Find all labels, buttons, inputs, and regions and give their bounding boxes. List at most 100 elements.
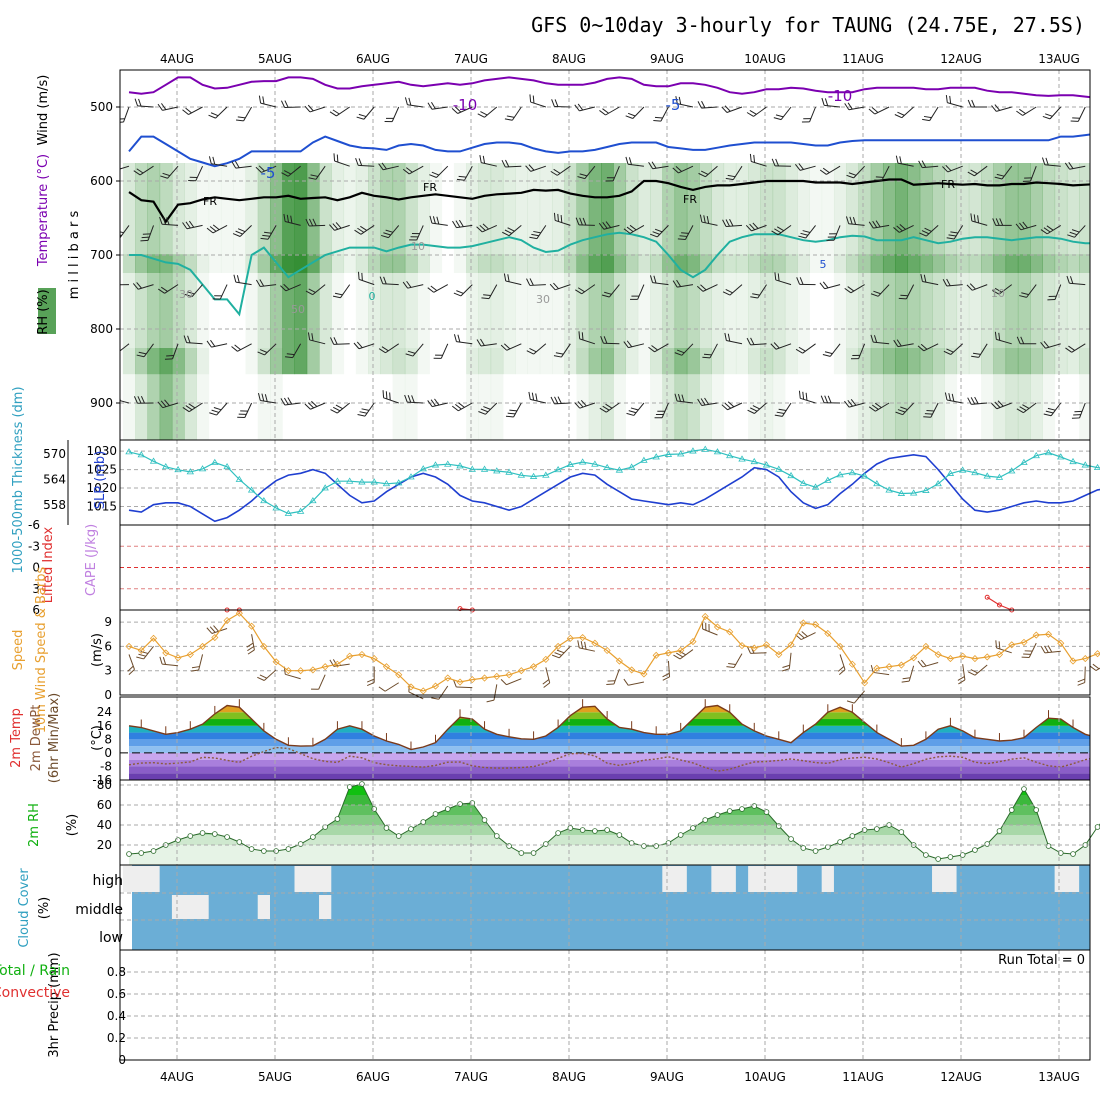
wind-barb	[967, 396, 988, 405]
slp-tick-label: 1030	[86, 444, 117, 458]
rh-cell	[257, 348, 271, 440]
rh-cell	[319, 163, 332, 273]
rh-cell	[784, 163, 798, 273]
barb-flag	[1067, 234, 1075, 238]
rh-cell	[392, 163, 406, 273]
barb-flag	[263, 231, 272, 234]
barb-flag	[549, 283, 556, 291]
rh-cell	[748, 348, 761, 440]
barb-flag	[957, 676, 965, 681]
barb-flag	[852, 217, 857, 225]
thickness-point	[1093, 463, 1100, 471]
thickness-point	[701, 445, 709, 452]
wind-barb	[821, 97, 841, 108]
barb-flag	[304, 403, 311, 410]
barb-flag	[942, 166, 949, 173]
barb-flag	[870, 334, 874, 343]
rh-cell	[184, 254, 197, 375]
barb-flag	[357, 414, 366, 417]
barb-staff	[1001, 165, 1013, 180]
barb-flag	[580, 641, 584, 649]
wind-barb	[625, 156, 644, 167]
barb-staff	[901, 106, 914, 119]
rh-cell	[637, 163, 651, 273]
barb-flag	[672, 167, 679, 174]
wind-speed-point	[456, 678, 464, 686]
barb-flag	[185, 221, 191, 229]
precip-tick-label: 0.2	[107, 1031, 126, 1045]
thickness-point	[824, 476, 832, 483]
barb-flag	[1091, 394, 1095, 401]
wind-barb	[188, 165, 204, 182]
barb-staff	[440, 343, 449, 359]
barb-flag	[721, 106, 728, 113]
barb-flag	[358, 113, 367, 118]
barb-staff	[584, 165, 596, 179]
barb-flag	[188, 179, 196, 182]
wind-barb	[237, 402, 253, 419]
barb-staff	[848, 106, 865, 111]
barb-flag	[529, 236, 537, 240]
barb-flag	[556, 649, 565, 654]
barb-staff	[120, 225, 130, 239]
barb-flag	[378, 163, 384, 171]
barb-flag	[431, 171, 440, 176]
barb-staff	[284, 106, 301, 109]
rh-cell	[981, 254, 994, 375]
barb-flag	[481, 297, 490, 300]
barb-flag	[1047, 645, 1053, 653]
barb-flag	[575, 289, 583, 295]
wind-tick-label: 3	[104, 664, 112, 678]
rh-cell	[147, 254, 161, 375]
wind-barb	[381, 225, 400, 239]
rh-cell	[269, 163, 283, 273]
barb-flag	[557, 396, 562, 404]
barb-staff	[309, 224, 326, 227]
barb-staff	[120, 343, 130, 355]
barb-flag	[209, 626, 216, 633]
wind-barb	[575, 217, 595, 226]
thickness-point	[738, 455, 746, 462]
contour-label: FR	[683, 193, 697, 206]
barb-staff	[284, 402, 301, 406]
wind-barb	[182, 220, 203, 230]
barb-flag	[529, 94, 532, 103]
barb-flag	[191, 669, 199, 672]
barb-staff	[264, 343, 277, 356]
wind-speed-point	[824, 629, 832, 638]
temp-contour-lowlevel	[364, 439, 452, 440]
wind-barb	[255, 279, 277, 288]
barb-flag	[898, 297, 907, 300]
wind-barb	[750, 284, 767, 299]
barb-flag	[353, 342, 360, 350]
barb-flag	[973, 214, 976, 223]
contour-label: 5	[820, 258, 827, 271]
rh-cell	[772, 348, 786, 440]
barb-flag	[213, 625, 219, 632]
barb-flag	[578, 331, 581, 339]
wind-speed-point	[995, 650, 1004, 659]
wind-barb	[577, 640, 595, 652]
barb-flag	[378, 348, 386, 354]
wind-barb	[505, 402, 522, 418]
thickness-point	[211, 458, 219, 465]
barb-staff	[456, 686, 473, 689]
barb-staff	[235, 281, 252, 286]
barb-staff	[853, 165, 865, 179]
wind-barb	[672, 279, 694, 288]
barb-flag	[140, 650, 149, 654]
barb-flag	[894, 114, 902, 119]
barb-flag	[233, 274, 237, 283]
barb-staff	[702, 628, 718, 636]
rh-cell	[907, 348, 921, 440]
barb-staff	[608, 284, 620, 298]
barb-flag	[284, 100, 289, 108]
wind-barb	[578, 331, 596, 345]
contour-label: 50	[291, 303, 305, 316]
barb-flag	[1043, 413, 1052, 417]
rh-cell	[1054, 163, 1068, 273]
wind-barb	[1091, 394, 1100, 403]
barb-staff	[605, 106, 620, 116]
rh-cell	[674, 254, 688, 375]
wind-speed-point	[1020, 638, 1028, 646]
